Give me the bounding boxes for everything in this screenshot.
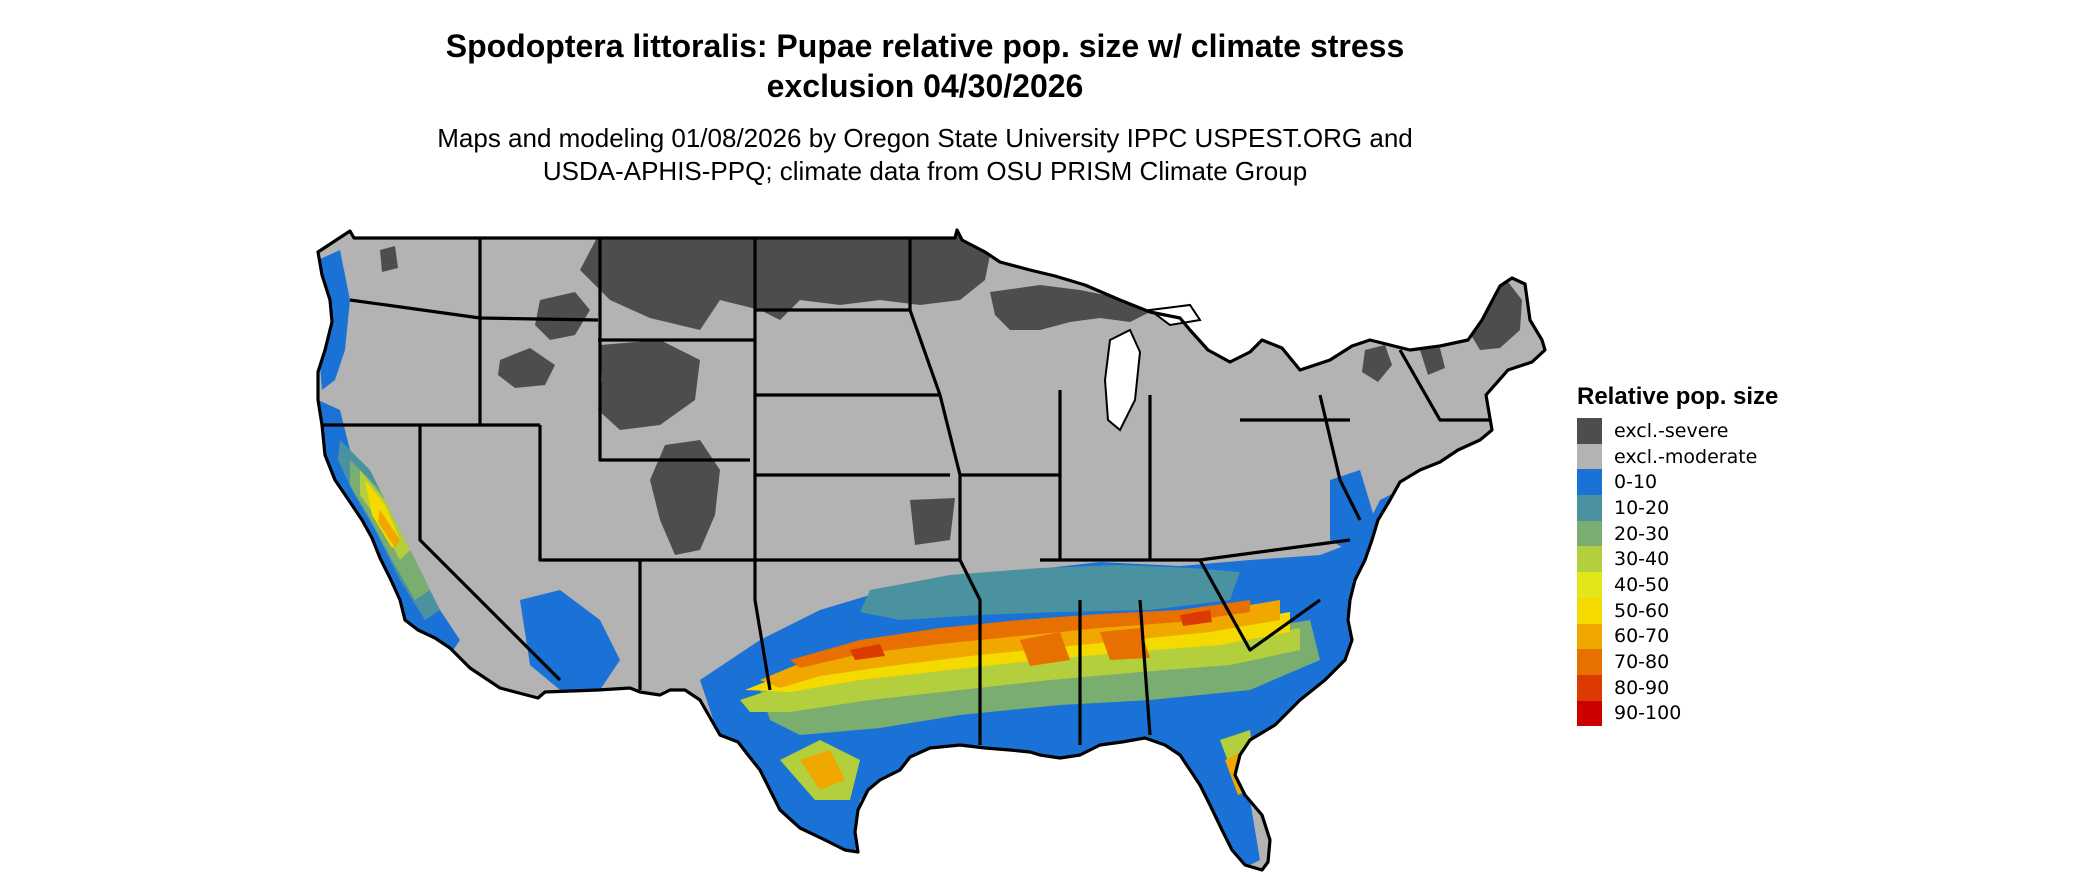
legend-item: 0-10 [1577,469,1997,496]
legend-label: 40-50 [1614,573,1670,596]
legend-label: 60-70 [1614,625,1670,648]
legend-item: 80-90 [1577,674,1997,701]
legend-label: 20-30 [1614,522,1670,545]
legend-item: 70-80 [1577,649,1997,675]
map-subtitle-line-1: Maps and modeling 01/08/2026 by Oregon S… [437,123,1413,153]
legend-swatch [1577,443,1602,470]
legend-swatch [1577,597,1602,624]
legend-item: 20-30 [1577,520,1997,547]
legend-item: 30-40 [1577,546,1997,573]
legend-swatch [1577,495,1602,521]
legend-item: 90-100 [1577,700,1997,727]
legend-swatch [1577,546,1602,573]
legend-label: excl.-severe [1614,419,1729,442]
legend-swatch [1577,469,1602,496]
state-borders [316,228,1547,872]
us-map [300,220,1560,892]
legend-label: 70-80 [1614,651,1670,674]
legend-label: 90-100 [1614,702,1682,725]
legend-swatch [1577,700,1602,727]
legend-swatch [1577,623,1602,650]
legend-label: 10-20 [1614,496,1670,519]
legend-swatch [1577,520,1602,547]
legend-item: 40-50 [1577,572,1997,598]
legend-label: excl.-moderate [1614,445,1758,468]
legend-swatch [1577,572,1602,598]
legend-item: excl.-severe [1577,418,1997,444]
legend-item: 60-70 [1577,623,1997,650]
map-subtitle-line-2: USDA-APHIS-PPQ; climate data from OSU PR… [542,156,1308,186]
legend-item: excl.-moderate [1577,443,1997,470]
legend-items: excl.-severe excl.-moderate 0-10 10-20 20-30… [1577,418,1997,727]
legend-item: 10-20 [1577,495,1997,521]
map-title-line-2: exclusion 04/30/2026 [766,68,1084,104]
legend-swatch [1577,674,1602,701]
map-title-line-1: Spodoptera littoralis: Pupae relative po… [445,28,1405,64]
legend-label: 0-10 [1614,471,1658,494]
legend-swatch [1577,649,1602,675]
legend-swatch [1577,418,1602,444]
legend-title: Relative pop. size [1577,383,1779,410]
severe-exclusion-zones [380,232,1522,555]
legend-item: 50-60 [1577,597,1997,624]
map-legend: Relative pop. size excl.-severe excl.-mod… [1577,382,1997,727]
legend-label: 50-60 [1614,599,1670,622]
legend-label: 80-90 [1614,676,1670,699]
legend-label: 30-40 [1614,548,1670,571]
